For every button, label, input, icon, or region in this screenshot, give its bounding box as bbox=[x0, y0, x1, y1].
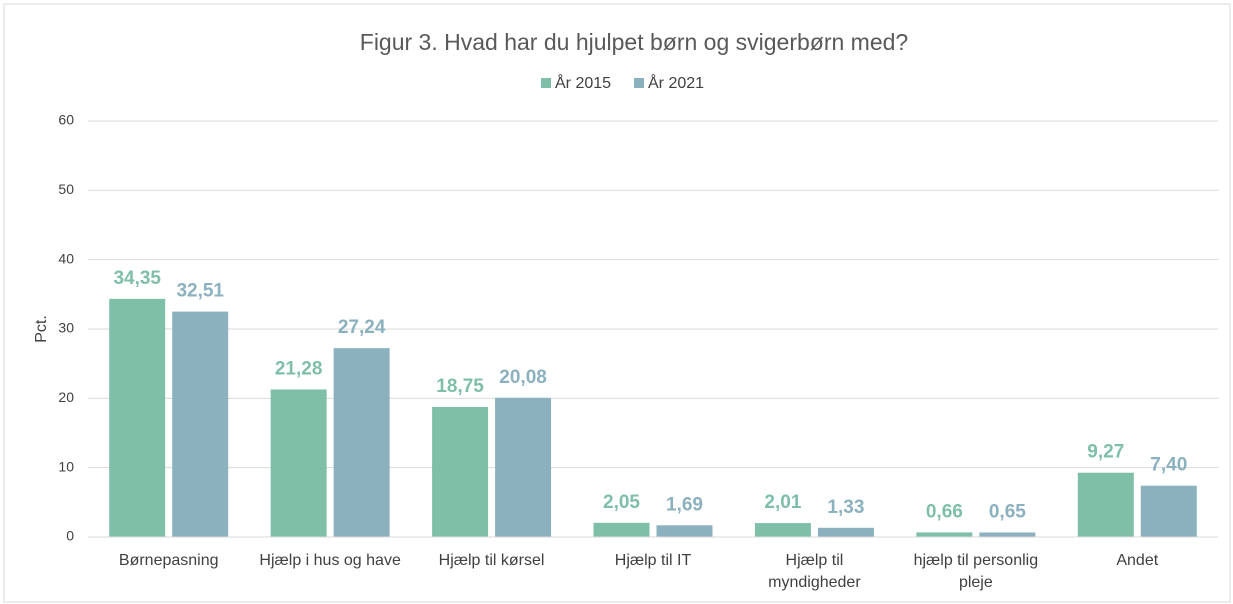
x-tick-label: Hjælp til myndigheder bbox=[768, 552, 861, 591]
value-label: 21,28 bbox=[275, 358, 323, 379]
bar bbox=[1140, 485, 1197, 537]
bar bbox=[1077, 472, 1134, 537]
bar bbox=[172, 311, 229, 537]
value-label: 1,69 bbox=[666, 494, 703, 515]
bar bbox=[270, 389, 327, 537]
y-tick-label: 60 bbox=[58, 112, 74, 128]
x-tick-label: Andet bbox=[1116, 552, 1159, 569]
x-tick-label: Hjælp til kørsel bbox=[438, 552, 545, 569]
value-label: 34,35 bbox=[113, 268, 161, 289]
x-tick-label: Hjælp til IT bbox=[614, 552, 692, 569]
value-label: 0,66 bbox=[926, 501, 963, 522]
chart-title: Figur 3. Hvad har du hjulpet børn og svi… bbox=[360, 29, 908, 55]
value-label: 9,27 bbox=[1087, 442, 1124, 463]
value-label: 1,33 bbox=[827, 497, 864, 518]
bar bbox=[333, 348, 390, 537]
bar bbox=[817, 527, 874, 537]
y-tick-label: 20 bbox=[58, 389, 74, 405]
legend-label: År 2015 bbox=[555, 73, 611, 92]
bar bbox=[754, 523, 811, 537]
value-label: 20,08 bbox=[499, 367, 547, 388]
value-label: 0,65 bbox=[989, 502, 1026, 523]
bar bbox=[593, 522, 650, 537]
bar bbox=[495, 397, 552, 537]
legend-swatch bbox=[541, 78, 551, 88]
value-label: 27,24 bbox=[338, 317, 386, 338]
bar bbox=[916, 532, 973, 537]
value-label: 18,75 bbox=[436, 376, 484, 397]
legend-swatch bbox=[634, 78, 644, 88]
x-tick-label: Børnepasning bbox=[118, 552, 219, 569]
bar bbox=[109, 298, 166, 537]
value-label: 7,40 bbox=[1150, 455, 1187, 476]
legend-label: År 2021 bbox=[648, 73, 704, 92]
value-label: 32,51 bbox=[176, 281, 224, 302]
value-label: 2,05 bbox=[603, 492, 640, 513]
value-label: 2,01 bbox=[764, 492, 801, 513]
y-tick-label: 0 bbox=[66, 528, 74, 544]
y-tick-label: 10 bbox=[58, 458, 74, 474]
bar bbox=[432, 407, 489, 537]
y-tick-label: 50 bbox=[58, 181, 74, 197]
bar bbox=[656, 525, 713, 537]
x-tick-label: hjælp til personlig pleje bbox=[913, 552, 1039, 591]
y-tick-label: 30 bbox=[58, 320, 74, 336]
y-axis-label: Pct. bbox=[33, 315, 50, 343]
bar bbox=[979, 532, 1036, 537]
x-tick-label: Hjælp i hus og have bbox=[259, 552, 401, 569]
y-tick-label: 40 bbox=[58, 250, 74, 266]
